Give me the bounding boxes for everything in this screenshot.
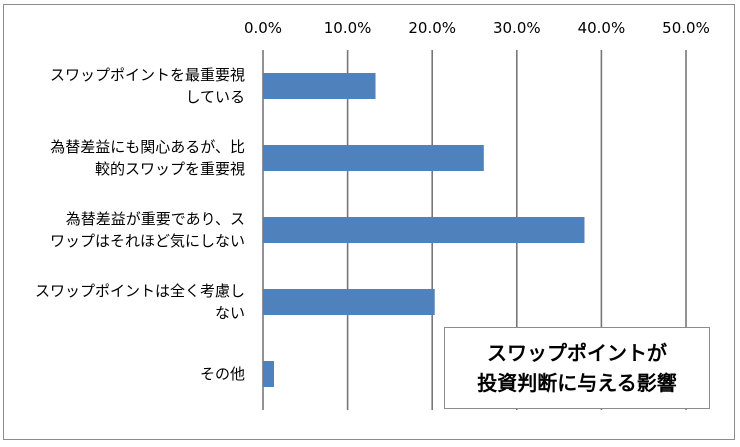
category-label-line: スワップポイントを最重要視 <box>50 66 245 84</box>
category-labels: スワップポイントを最重要視している為替差益にも関心あるが、比較的スワップを重要視… <box>35 66 245 383</box>
x-tick-label: 10.0% <box>324 19 372 37</box>
category-label-1: 為替差益にも関心あるが、比較的スワップを重要視 <box>50 138 245 178</box>
category-label-line: ワップはそれほど気にしない <box>50 232 245 250</box>
category-label-line: スワップポイントは全く考慮し <box>35 282 245 300</box>
x-tick-label: 20.0% <box>408 19 456 37</box>
bar-1 <box>263 145 484 171</box>
category-label-3: スワップポイントは全く考慮しない <box>35 282 245 322</box>
bars <box>263 73 585 387</box>
category-label-0: スワップポイントを最重要視している <box>50 66 245 106</box>
chart-title-line-2: 投資判断に与える影響 <box>477 371 677 395</box>
category-label-line: 較的スワップを重要視 <box>95 160 245 178</box>
bar-2 <box>263 217 585 243</box>
category-label-4: その他 <box>200 365 245 383</box>
x-tick-label: 0.0% <box>244 19 282 37</box>
bar-3 <box>263 289 435 315</box>
category-label-line: 為替差益が重要であり、ス <box>66 210 245 228</box>
category-label-line: その他 <box>200 365 245 383</box>
bar-0 <box>263 73 376 99</box>
x-tick-label: 50.0% <box>662 19 710 37</box>
x-axis-ticks: 0.0% 10.0% 20.0% 30.0% 40.0% 50.0% <box>244 19 710 37</box>
chart-title-line-1: スワップポイントが <box>487 341 667 365</box>
chart-title-box: スワップポイントが 投資判断に与える影響 <box>444 327 710 409</box>
x-tick-label: 40.0% <box>578 19 626 37</box>
category-label-line: している <box>185 88 245 106</box>
category-label-line: 為替差益にも関心あるが、比 <box>50 138 245 156</box>
category-label-line: ない <box>215 304 245 322</box>
x-tick-label: 30.0% <box>493 19 541 37</box>
bar-4 <box>263 361 274 387</box>
category-label-2: 為替差益が重要であり、スワップはそれほど気にしない <box>50 210 245 250</box>
